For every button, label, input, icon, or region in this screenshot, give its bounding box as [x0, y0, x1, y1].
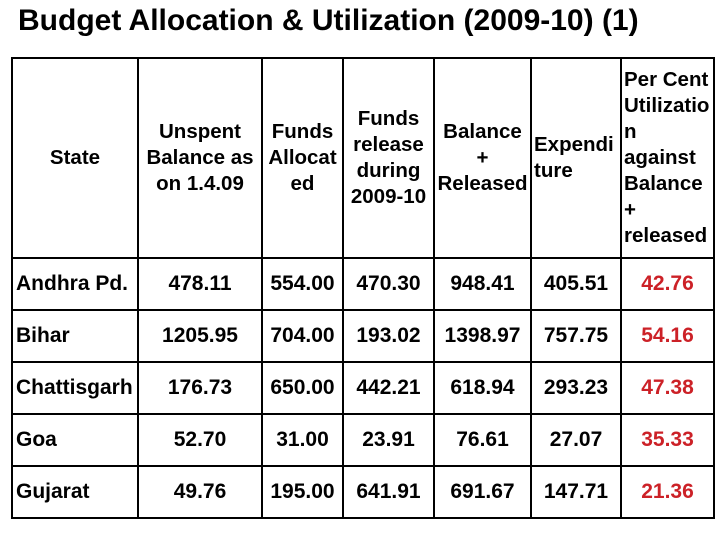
value-cell: 1398.97 — [433, 309, 532, 363]
table-body: Andhra Pd. 478.11 554.00 470.30 948.41 4… — [11, 257, 715, 519]
value-cell: 193.02 — [342, 309, 435, 363]
value-cell: 31.00 — [261, 413, 344, 467]
table-row: Goa 52.70 31.00 23.91 76.61 27.07 35.33 — [11, 413, 715, 467]
value-cell: 442.21 — [342, 361, 435, 415]
value-cell: 23.91 — [342, 413, 435, 467]
value-cell: 76.61 — [433, 413, 532, 467]
value-cell: 52.70 — [137, 413, 263, 467]
value-cell: 650.00 — [261, 361, 344, 415]
value-cell: 49.76 — [137, 465, 263, 519]
budget-table: State Unspent Balance as on 1.4.09 Funds… — [11, 57, 715, 519]
value-cell: 618.94 — [433, 361, 532, 415]
column-header-funds-allocated: Funds Allocat ed — [261, 57, 344, 259]
value-cell: 554.00 — [261, 257, 344, 311]
state-cell: Bihar — [11, 309, 139, 363]
value-cell: 176.73 — [137, 361, 263, 415]
table-row: Chattisgarh 176.73 650.00 442.21 618.94 … — [11, 361, 715, 415]
table-row: Bihar 1205.95 704.00 193.02 1398.97 757.… — [11, 309, 715, 363]
column-header-funds-released: Funds release during 2009-10 — [342, 57, 435, 259]
value-cell: 478.11 — [137, 257, 263, 311]
value-cell: 470.30 — [342, 257, 435, 311]
column-header-balance-plus-released: Balance + Released — [433, 57, 532, 259]
percent-cell: 42.76 — [620, 257, 715, 311]
value-cell: 691.67 — [433, 465, 532, 519]
table-header: State Unspent Balance as on 1.4.09 Funds… — [11, 57, 715, 259]
value-cell: 948.41 — [433, 257, 532, 311]
value-cell: 195.00 — [261, 465, 344, 519]
value-cell: 405.51 — [530, 257, 622, 311]
state-cell: Goa — [11, 413, 139, 467]
value-cell: 757.75 — [530, 309, 622, 363]
column-header-state: State — [11, 57, 139, 259]
table-row: Andhra Pd. 478.11 554.00 470.30 948.41 4… — [11, 257, 715, 311]
percent-cell: 47.38 — [620, 361, 715, 415]
value-cell: 1205.95 — [137, 309, 263, 363]
percent-cell: 21.36 — [620, 465, 715, 519]
value-cell: 704.00 — [261, 309, 344, 363]
table-row: Gujarat 49.76 195.00 641.91 691.67 147.7… — [11, 465, 715, 519]
state-cell: Andhra Pd. — [11, 257, 139, 311]
state-cell: Chattisgarh — [11, 361, 139, 415]
value-cell: 27.07 — [530, 413, 622, 467]
value-cell: 641.91 — [342, 465, 435, 519]
percent-cell: 35.33 — [620, 413, 715, 467]
column-header-expenditure: Expendi ture — [530, 57, 622, 259]
value-cell: 147.71 — [530, 465, 622, 519]
column-header-percent-utilization: Per Cent Utilizatio n against Balance + … — [620, 57, 715, 259]
state-cell: Gujarat — [11, 465, 139, 519]
value-cell: 293.23 — [530, 361, 622, 415]
header-row: State Unspent Balance as on 1.4.09 Funds… — [11, 57, 715, 259]
page-title: Budget Allocation & Utilization (2009-10… — [18, 4, 639, 37]
column-header-unspent-balance: Unspent Balance as on 1.4.09 — [137, 57, 263, 259]
percent-cell: 54.16 — [620, 309, 715, 363]
